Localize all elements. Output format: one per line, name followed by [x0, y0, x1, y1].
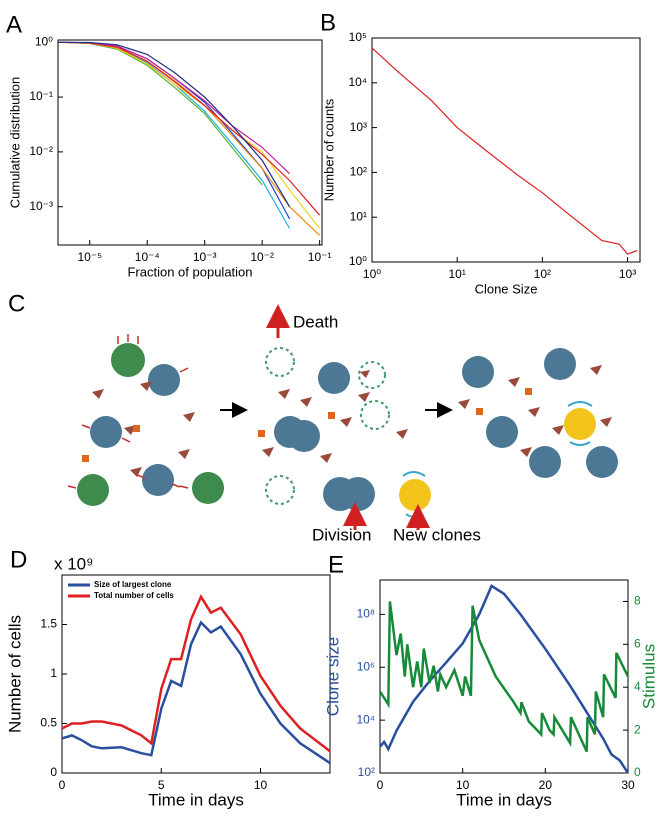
series-line [379, 584, 630, 774]
y2-tick-label: 2 [634, 722, 641, 736]
x-tick-label: 10¹ [449, 267, 466, 281]
y-multiplier: x 10⁹ [54, 554, 93, 573]
series-line [378, 601, 630, 753]
label: New clones [393, 525, 481, 544]
cells-before [67, 334, 224, 506]
y-tick-label: 0.5 [40, 716, 57, 730]
x-axis-label: Time in days [456, 790, 552, 809]
x-tick-label: 10⁻³ [193, 250, 217, 264]
label: Division [312, 525, 372, 544]
y-tick-label: 10⁰ [35, 34, 53, 48]
panel-letter: D [10, 546, 27, 573]
x-axis-label: Clone Size [475, 281, 538, 296]
y-tick-label: 10⁸ [357, 607, 375, 621]
legend-label: Total number of cells [94, 591, 174, 600]
plot-frame [61, 574, 331, 774]
series-line [59, 41, 291, 220]
y2-tick-label: 8 [634, 594, 641, 608]
y-tick-label: 10⁶ [357, 659, 375, 673]
y-tick-label: 10² [350, 165, 367, 179]
y2-tick-label: 0 [634, 765, 641, 779]
x-axis-label: Fraction of population [127, 264, 252, 279]
x-tick-label: 0 [59, 778, 66, 792]
y-tick-label: 10² [358, 765, 375, 779]
y2-tick-label: 4 [634, 679, 641, 693]
x-tick-label: 10³ [619, 267, 636, 281]
y-axis-label: Clone size [323, 637, 342, 716]
y-axis-label: Number of counts [321, 98, 336, 201]
y-axis-label: Number of cells [5, 615, 24, 733]
y-tick-label: 10⁴ [348, 75, 367, 89]
x-tick-label: 10⁻⁴ [135, 250, 160, 264]
x-tick-label: 10⁻² [250, 250, 274, 264]
series-line [59, 41, 291, 175]
y-tick-label: 0 [50, 765, 57, 779]
x-tick-label: 20 [539, 778, 553, 792]
x-tick-label: 10⁻⁵ [77, 250, 102, 264]
x-tick-label: 0 [377, 778, 384, 792]
panel-letter: E [328, 551, 344, 578]
series-line [59, 41, 291, 208]
y-tick-label: 10⁻³ [29, 199, 53, 213]
series-line [59, 41, 321, 229]
y-tick-label: 10⁴ [356, 712, 375, 726]
x-axis-label: Time in days [148, 790, 244, 809]
legend-label: Size of largest clone [94, 580, 172, 589]
series-line [371, 47, 638, 255]
x-tick-label: 10 [456, 778, 470, 792]
x-tick-label: 10⁰ [363, 267, 381, 281]
series-line [61, 594, 331, 753]
x-tick-label: 30 [621, 778, 635, 792]
label: Death [293, 312, 338, 331]
y-tick-label: 10⁻² [29, 144, 53, 158]
y-tick-label: 10¹ [350, 209, 367, 223]
panel-letter: C [8, 290, 25, 317]
y-tick-label: 10³ [350, 120, 367, 134]
x-tick-label: 10² [534, 267, 551, 281]
y-tick-label: 10⁻¹ [29, 89, 53, 103]
series-line [61, 620, 331, 765]
x-tick-label: 10 [254, 778, 268, 792]
diagram: C Death Division New clones [8, 290, 618, 544]
series-line [59, 41, 321, 236]
x-tick-label: 10⁻¹ [308, 250, 332, 264]
y2-axis-label: Stimulus [639, 644, 658, 709]
series-line [59, 41, 321, 216]
y-tick-label: 10⁵ [349, 30, 367, 44]
y-tick-label: 1 [50, 666, 57, 680]
cells-after [458, 348, 618, 478]
y-axis-label: Cumulative distribution [7, 77, 22, 209]
y-tick-label: 1.5 [40, 617, 57, 631]
series-line [59, 41, 291, 229]
y2-tick-label: 6 [634, 637, 641, 651]
y-tick-label: 10⁰ [349, 254, 367, 268]
panel-letter: B [320, 9, 336, 36]
plot-frame [371, 37, 641, 263]
plot-frame [57, 39, 323, 246]
panel-letter: A [6, 11, 22, 38]
plot-frame [379, 579, 629, 774]
x-tick-label: 5 [158, 778, 165, 792]
cells-middle [258, 347, 431, 518]
